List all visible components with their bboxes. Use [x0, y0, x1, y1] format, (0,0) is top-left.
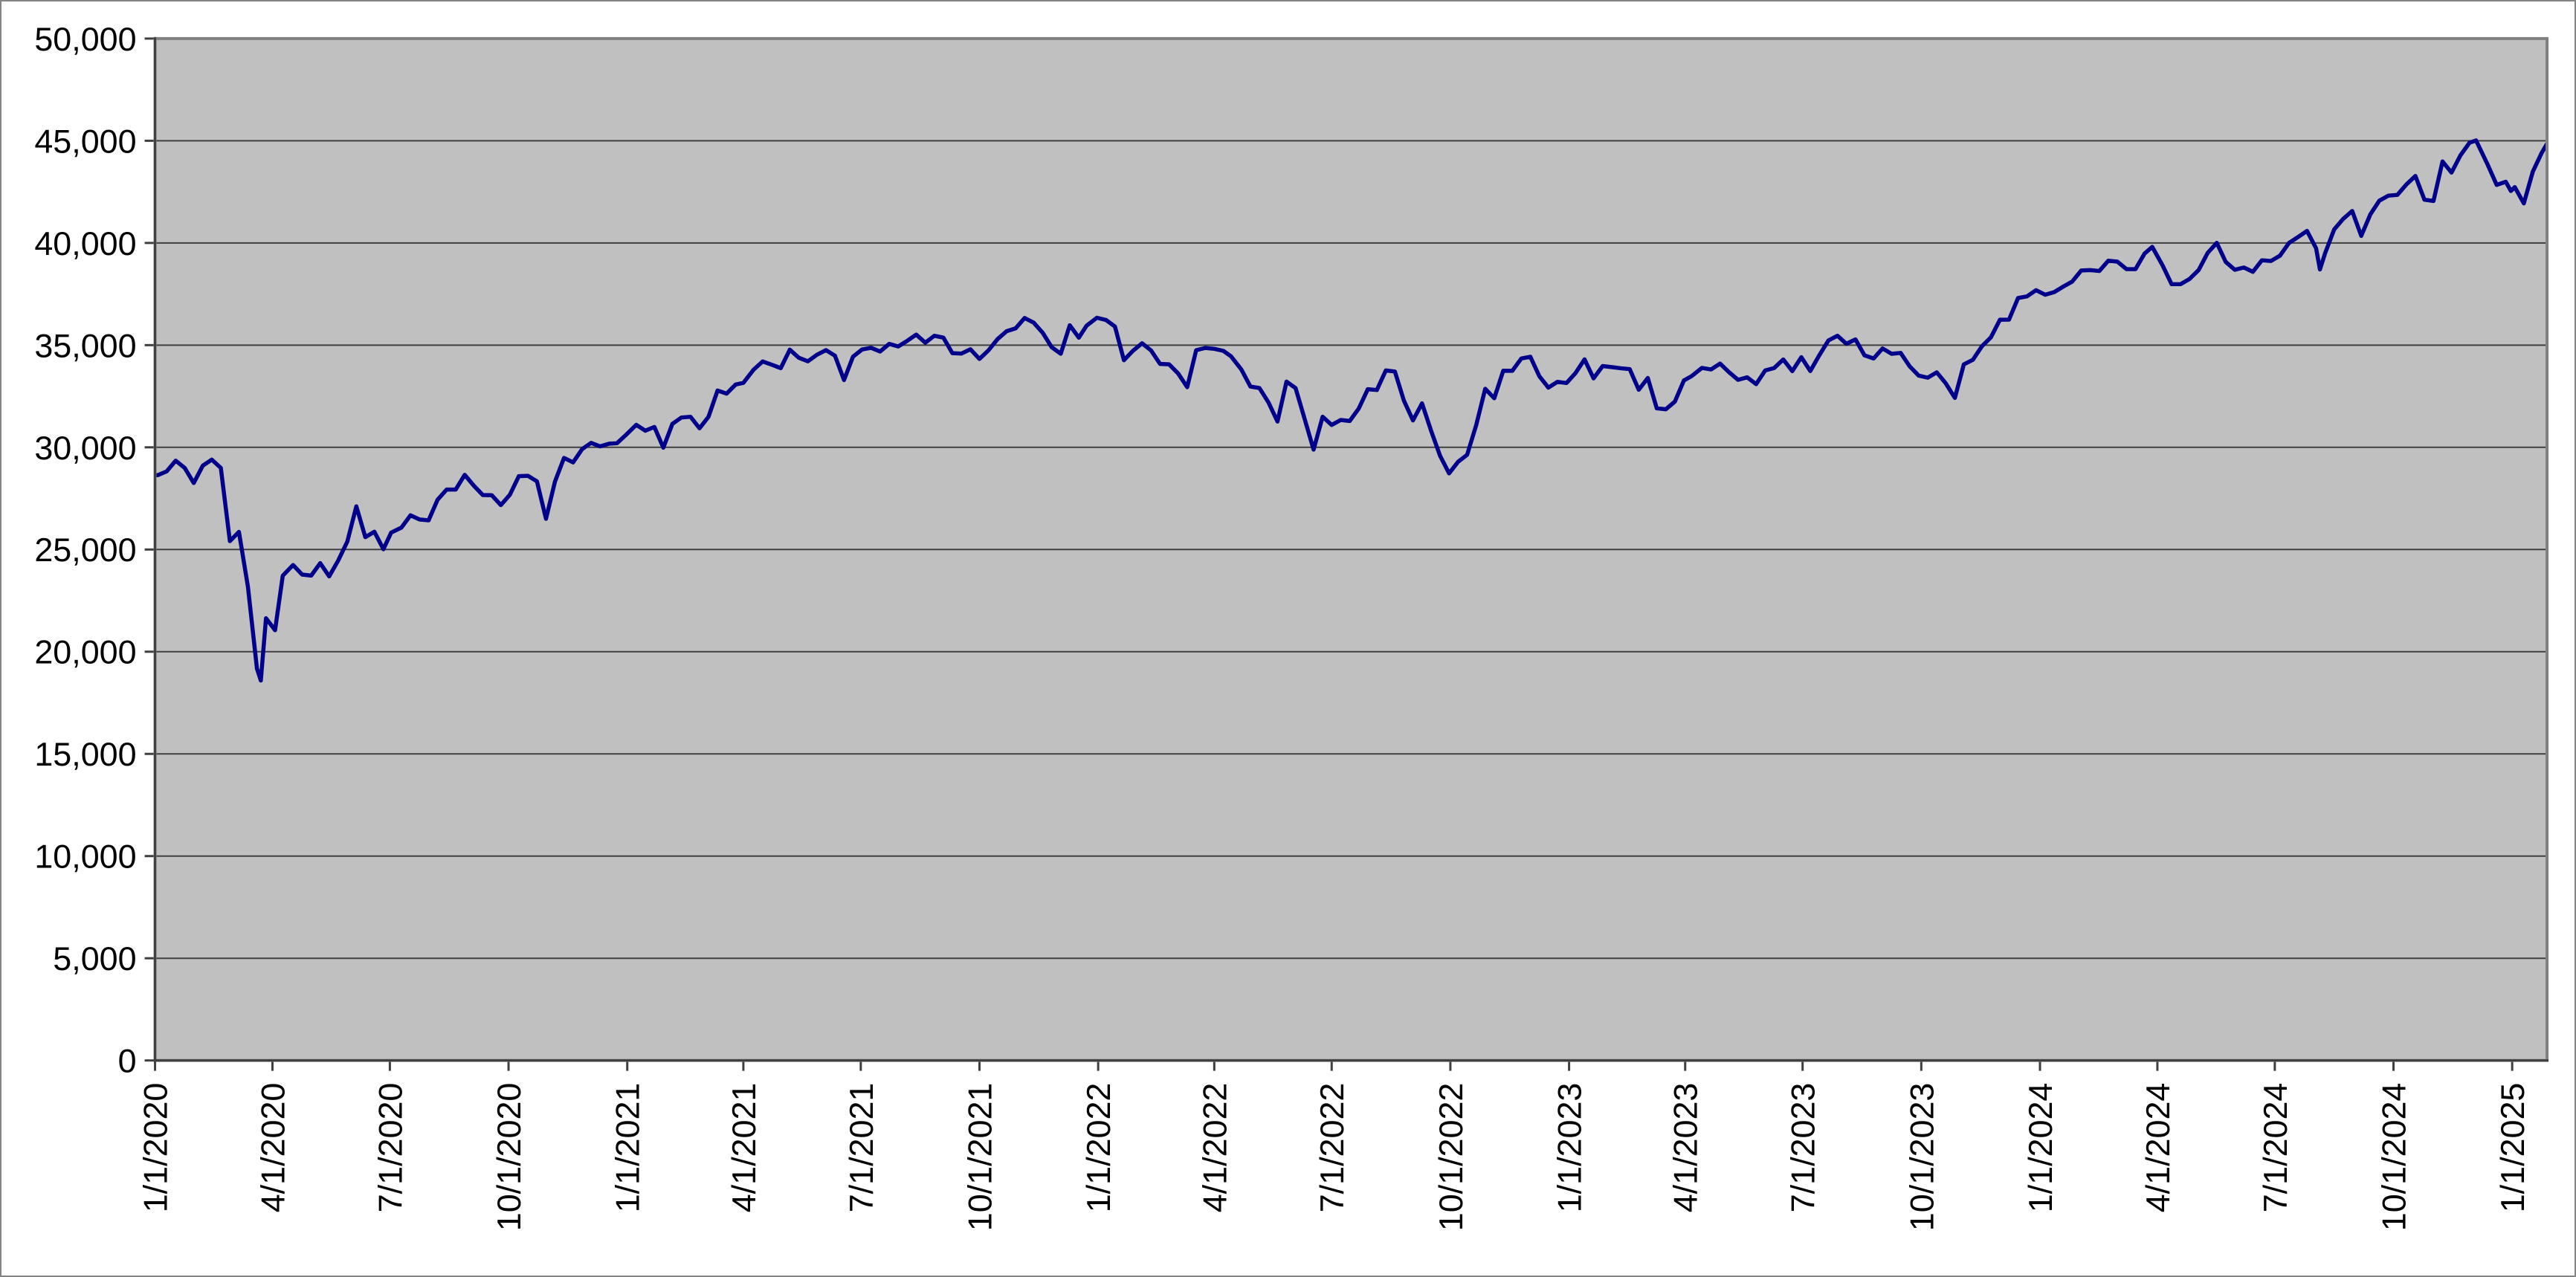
x-axis-label: 10/1/2023 [1902, 1083, 1940, 1232]
y-axis-label: 35,000 [34, 326, 136, 364]
x-axis-label: 4/1/2020 [254, 1083, 291, 1213]
x-axis-label: 7/1/2021 [842, 1083, 880, 1213]
plot-border [153, 36, 2549, 1062]
y-axis-labels: 0 5,000 10,000 15,000 20,000 25,000 30,000 35,0… [34, 20, 136, 1080]
x-axis-label: 1/1/2023 [1551, 1083, 1589, 1213]
y-axis-label: 15,000 [34, 735, 136, 773]
x-axis-label: 7/1/2020 [371, 1083, 409, 1213]
y-axis-label: 45,000 [34, 122, 136, 160]
y-axis-label: 25,000 [34, 531, 136, 569]
x-axis-label: 10/1/2021 [961, 1083, 998, 1232]
x-axis-label: 1/1/2020 [137, 1083, 175, 1213]
x-axis-labels: 1/1/2020 4/1/2020 7/1/2020 10/1/2020 1/1/202… [137, 1083, 2532, 1232]
y-axis-label: 10,000 [34, 838, 136, 876]
axis-ticks [144, 37, 2514, 1071]
data-series-line [155, 138, 2548, 683]
x-axis-label: 4/1/2024 [2139, 1083, 2177, 1213]
x-axis-label: 4/1/2022 [1195, 1083, 1233, 1213]
x-axis-label: 1/1/2025 [2493, 1083, 2531, 1213]
gridlines [155, 140, 2548, 960]
x-axis-label: 4/1/2021 [725, 1083, 763, 1213]
x-axis-label: 7/1/2022 [1313, 1083, 1351, 1213]
x-axis-label: 10/1/2020 [490, 1083, 528, 1232]
y-axis-label: 50,000 [34, 20, 136, 58]
x-axis-label: 4/1/2023 [1667, 1083, 1705, 1213]
x-axis-label: 7/1/2023 [1784, 1083, 1822, 1213]
y-axis-label: 40,000 [34, 224, 136, 262]
y-axis-label: 0 [118, 1042, 137, 1080]
x-axis-label: 10/1/2024 [2375, 1083, 2412, 1232]
x-axis-label: 1/1/2024 [2021, 1083, 2059, 1213]
y-axis-label: 30,000 [34, 429, 136, 467]
y-axis-label: 5,000 [53, 940, 136, 977]
x-axis-label: 7/1/2024 [2256, 1083, 2294, 1213]
x-axis-label: 1/1/2021 [609, 1083, 647, 1213]
x-axis-label: 10/1/2022 [1432, 1083, 1470, 1232]
x-axis-label: 1/1/2022 [1079, 1083, 1117, 1213]
y-axis-label: 20,000 [34, 633, 136, 671]
